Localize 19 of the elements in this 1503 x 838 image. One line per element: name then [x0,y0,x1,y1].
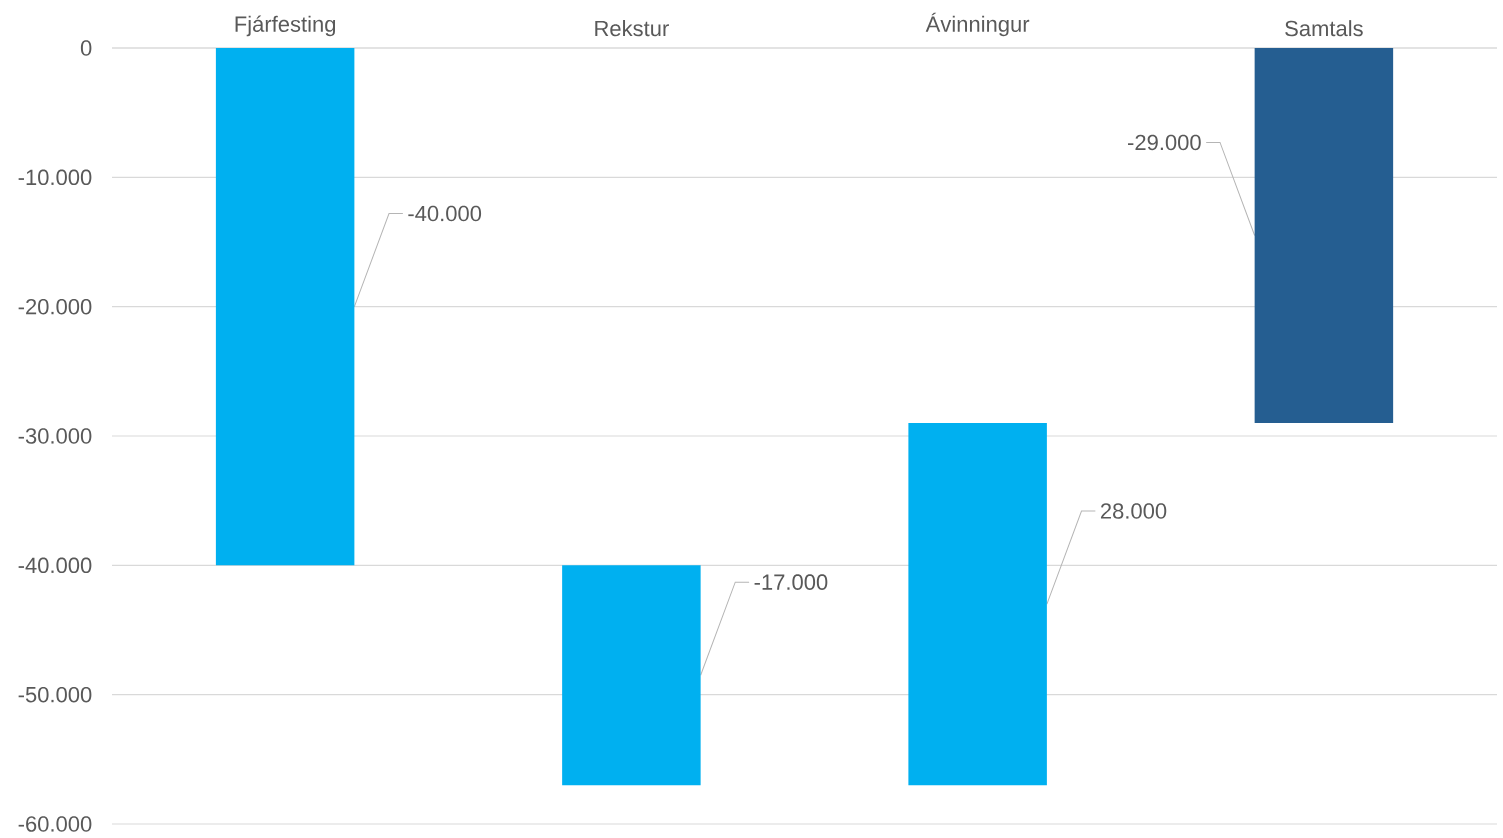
y-tick-label: -20.000 [18,298,92,315]
y-tick-label: -40.000 [18,557,92,574]
x-tick-label: Rekstur [595,20,669,37]
data-label: 28.000 [1100,503,1167,519]
y-tick-label: -10.000 [18,169,92,186]
data-label: -29.000 [1128,134,1201,151]
x-tick-label: Ávinningur [925,12,1030,37]
x-tick-label: Samtals [1285,20,1363,37]
data-label: -40.000 [408,205,482,222]
bar [908,423,1047,786]
bar [1254,48,1394,424]
bar [215,48,355,566]
y-tick-label: -50.000 [18,686,92,703]
y-tick-label: 0 [80,40,92,56]
y-tick-label: -30.000 [18,428,92,444]
x-tick-label: Fjárfesting [235,15,336,37]
data-label: -17.000 [754,574,828,590]
y-tick-label: -60.000 [18,816,92,832]
bar [562,565,701,786]
